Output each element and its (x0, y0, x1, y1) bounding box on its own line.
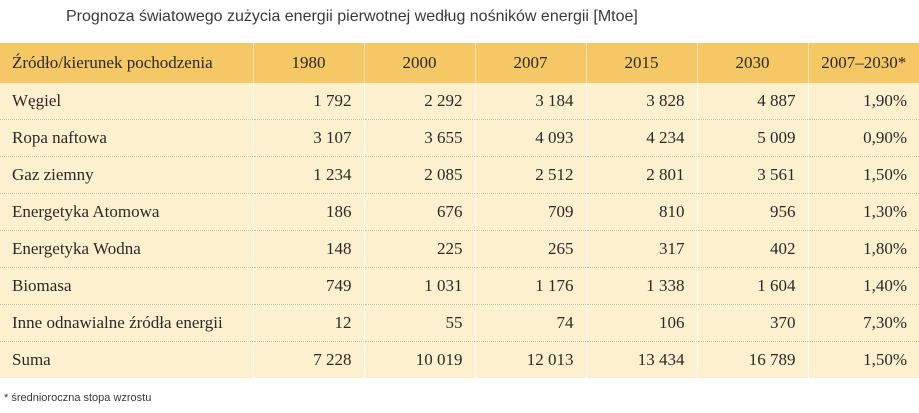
table-cell: 10 019 (364, 341, 476, 378)
row-label: Suma (0, 341, 254, 378)
table-cell: 1 176 (475, 267, 587, 305)
table-cell: 4 093 (475, 119, 587, 157)
data-table-container: Źródło/kierunek pochodzenia 1980 2000 2007 2… (0, 43, 919, 378)
table-row: Gaz ziemny 1 234 2 085 2 512 2 801 3 561 1,50% (0, 156, 919, 194)
table-cell: 676 (364, 193, 476, 231)
table-cell: 1,40% (808, 267, 919, 305)
table-row: Biomasa 749 1 031 1 176 1 338 1 604 1,40% (0, 267, 919, 305)
table-cell: 4 234 (586, 119, 698, 157)
table-cell: 1,90% (808, 83, 919, 120)
energy-table: Źródło/kierunek pochodzenia 1980 2000 2007 2… (0, 43, 919, 378)
table-cell: 12 013 (475, 341, 587, 378)
table-cell: 709 (475, 193, 587, 231)
table-cell: 55 (364, 304, 476, 342)
table-cell: 12 (253, 304, 365, 342)
table-row: Inne odnawialne źródła energii 12 55 74 106 3… (0, 304, 919, 342)
table-cell: 148 (253, 230, 365, 268)
table-cell: 1 604 (697, 267, 809, 305)
table-cell: 7,30% (808, 304, 919, 342)
row-label: Biomasa (0, 267, 254, 305)
row-label: Inne odnawialne źródła energii (0, 304, 254, 342)
table-cell: 3 184 (475, 83, 587, 120)
table-cell: 4 887 (697, 83, 809, 120)
table-cell: 225 (364, 230, 476, 268)
table-cell: 2 801 (586, 156, 698, 194)
table-cell: 1 338 (586, 267, 698, 305)
table-cell: 74 (475, 304, 587, 342)
table-cell: 3 828 (586, 83, 698, 120)
table-cell: 13 434 (586, 341, 698, 378)
table-cell: 370 (697, 304, 809, 342)
table-cell: 1 792 (253, 83, 365, 120)
table-body: Węgiel 1 792 2 292 3 184 3 828 4 887 1,90% Ropa… (0, 83, 919, 378)
table-cell: 2 292 (364, 83, 476, 120)
table-cell: 1 234 (253, 156, 365, 194)
table-cell: 1,50% (808, 156, 919, 194)
table-cell: 1,50% (863, 350, 907, 369)
table-cell: 810 (586, 193, 698, 231)
table-row: Suma 7 228 10 019 12 013 13 434 16 789 1,50% (0, 341, 919, 378)
table-cell: 956 (697, 193, 809, 231)
table-cell: 7 228 (253, 341, 365, 378)
table-row: Energetyka Wodna 148 225 265 317 402 1,80% (0, 230, 919, 268)
table-cell: 186 (253, 193, 365, 231)
row-label: Węgiel (0, 83, 254, 120)
table-cell: 1,30% (808, 193, 919, 231)
table-cell: 0,90% (808, 119, 919, 157)
table-cell: 1,80% (808, 230, 919, 268)
column-header-source: Źródło/kierunek pochodzenia (0, 43, 254, 83)
column-header-4: 2015 (586, 43, 698, 83)
row-label: Ropa naftowa (0, 119, 254, 157)
column-header-5: 2030 (697, 43, 809, 83)
table-title: Prognoza światowego zużycia energii pier… (66, 8, 638, 25)
column-header-1: 1980 (253, 43, 365, 83)
table-cell: 3 107 (253, 119, 365, 157)
row-label: Energetyka Wodna (0, 230, 254, 268)
table-cell: 16 789 (697, 341, 809, 378)
table-header-row: Źródło/kierunek pochodzenia 1980 2000 2007 2… (0, 43, 919, 83)
table-cell: 1 031 (364, 267, 476, 305)
row-label: Energetyka Atomowa (0, 193, 254, 231)
column-header-2: 2000 (364, 43, 476, 83)
table-cell: 749 (253, 267, 365, 305)
row-label: Gaz ziemny (0, 156, 254, 194)
footnote: * średnioroczna stopa wzrostu (4, 392, 152, 404)
table-cell: 3 561 (697, 156, 809, 194)
table-cell: 106 (586, 304, 698, 342)
column-header-6: 2007–2030* (808, 43, 919, 83)
table-cell: 5 009 (697, 119, 809, 157)
table-row: Energetyka Atomowa 186 676 709 810 956 1,30% (0, 193, 919, 231)
table-cell: 265 (475, 230, 587, 268)
table-cell: 317 (586, 230, 698, 268)
table-cell: 2 512 (475, 156, 587, 194)
table-row: Węgiel 1 792 2 292 3 184 3 828 4 887 1,90% (0, 83, 919, 120)
table-cell: 402 (697, 230, 809, 268)
table-cell: 3 655 (364, 119, 476, 157)
table-row: Ropa naftowa 3 107 3 655 4 093 4 234 5 009 0,9… (0, 119, 919, 157)
column-header-3: 2007 (475, 43, 587, 83)
table-cell: 2 085 (364, 156, 476, 194)
